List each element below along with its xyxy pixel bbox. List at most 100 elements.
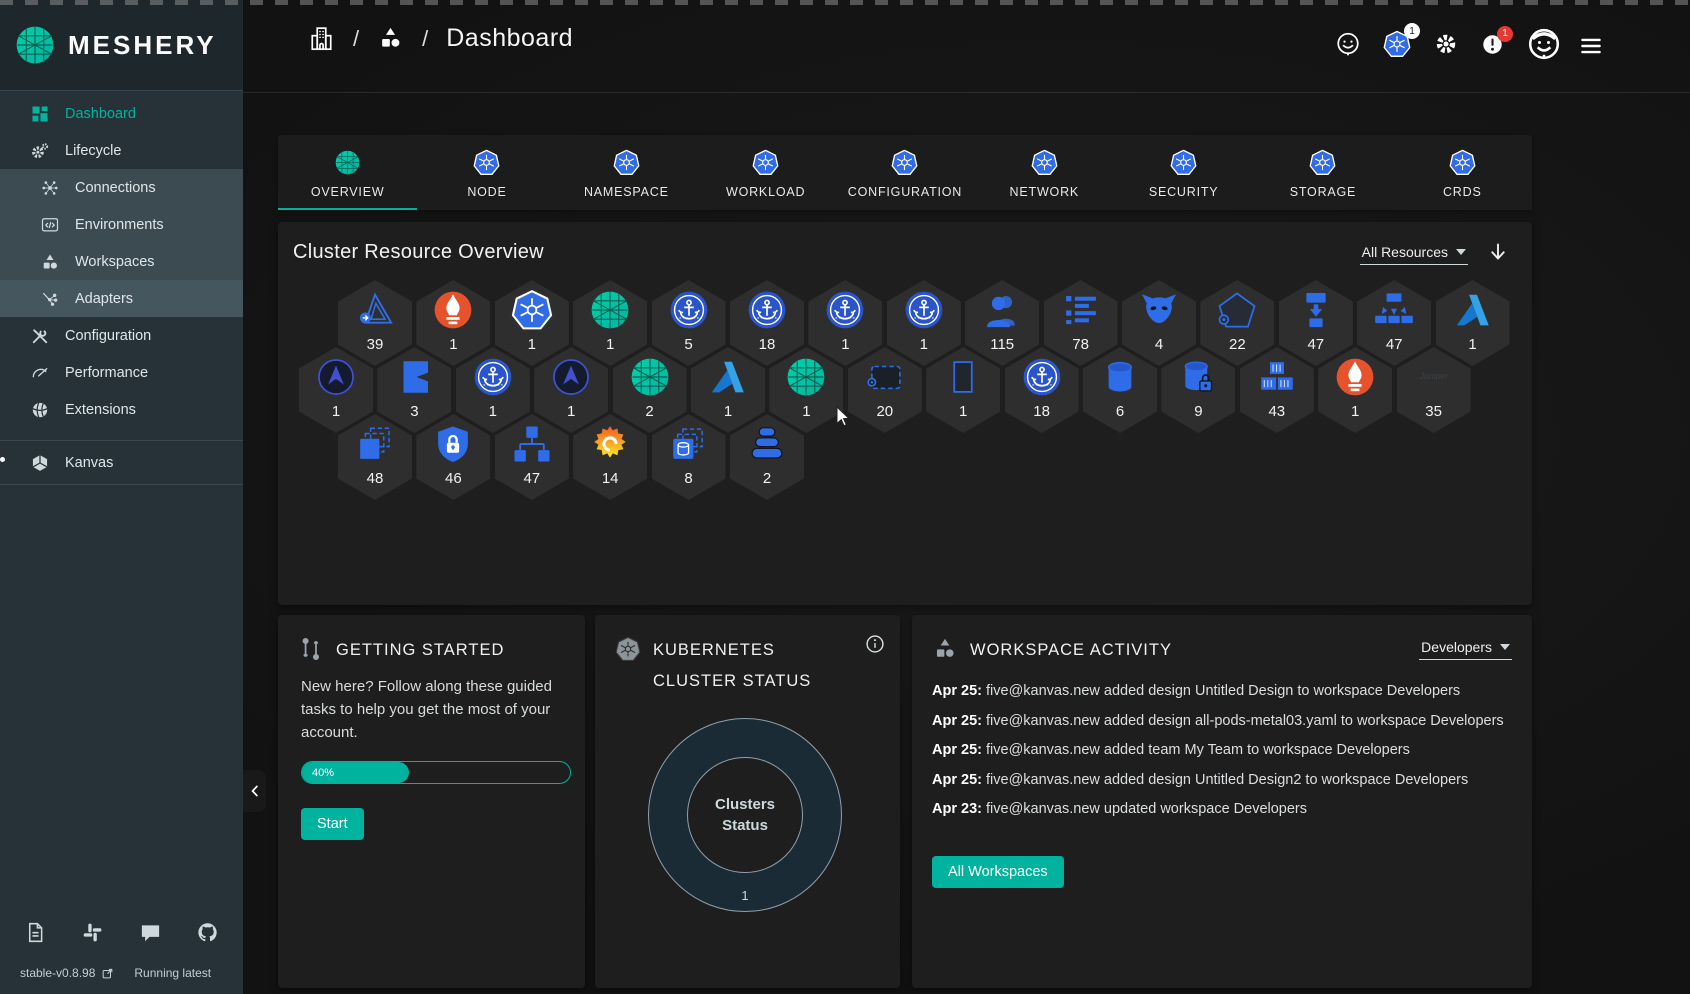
github-icon[interactable]: [196, 921, 219, 944]
resource-hex-containers[interactable]: 43: [1239, 347, 1314, 433]
resource-hex-meshery[interactable]: 1: [573, 280, 648, 366]
badge-count: 1: [1404, 23, 1420, 39]
tab-security[interactable]: SECURITY: [1114, 135, 1253, 210]
resource-hex-circle-arrow[interactable]: 1: [534, 347, 609, 433]
resource-hex-layers-cylinder[interactable]: 8: [651, 414, 726, 500]
sidebar-item-extensions[interactable]: Extensions: [0, 391, 243, 428]
tab-configuration[interactable]: CONFIGURATION: [835, 135, 974, 210]
resource-hex-disks-stack[interactable]: 2: [730, 414, 804, 500]
resource-hex-daemon[interactable]: 4: [1122, 280, 1196, 366]
meshy-assistant-button[interactable]: [1335, 31, 1361, 57]
kubernetes-icon: [891, 149, 918, 176]
tab-workload[interactable]: WORKLOAD: [696, 135, 835, 210]
resource-hex-fan-out[interactable]: 47: [1357, 280, 1432, 366]
tab-namespace[interactable]: NAMESPACE: [557, 135, 696, 210]
getting-started-body: New here? Follow along these guided task…: [301, 678, 552, 741]
resource-hex-cylinder-lock[interactable]: 9: [1161, 347, 1236, 433]
resource-count: 47: [523, 470, 541, 487]
resource-hex-kubernetes[interactable]: 1: [494, 280, 569, 366]
resource-hex-users[interactable]: 115: [965, 280, 1040, 366]
resource-hex-meshery[interactable]: 2: [612, 347, 687, 433]
resource-hex-dashed-rect[interactable]: 20: [847, 347, 922, 433]
resource-hex-shield-lock[interactable]: 46: [416, 414, 491, 500]
notifications-button[interactable]: 1: [1481, 25, 1513, 56]
card-title: KUBERNETES CLUSTER STATUS: [653, 641, 812, 690]
sidebar-item-connections[interactable]: Connections: [0, 169, 243, 206]
chat-icon[interactable]: [139, 921, 162, 944]
resource-hex-rect-outline[interactable]: 1: [926, 347, 1001, 433]
sidebar-item-lifecycle[interactable]: Lifecycle: [0, 132, 243, 169]
menu-button[interactable]: [1578, 33, 1604, 59]
resource-hex-pages-stack[interactable]: 48: [338, 414, 412, 500]
resource-hex-azure[interactable]: 1: [1435, 280, 1510, 366]
cluster-connection-button[interactable]: 1: [1383, 23, 1420, 58]
kubernetes-icon: [511, 289, 553, 331]
sidebar-item-performance[interactable]: Performance: [0, 354, 243, 391]
all-workspaces-button[interactable]: All Workspaces: [932, 856, 1064, 888]
resource-hex-cert-manager[interactable]: 1: [808, 280, 883, 366]
activity-text: five@kanvas.new updated workspace Develo…: [986, 801, 1308, 817]
tab-label: CRDS: [1442, 185, 1482, 199]
resource-hex-prometheus[interactable]: 1: [416, 280, 491, 366]
resource-hex-juniper[interactable]: Juniper NETWORKS 35: [1396, 347, 1471, 433]
progress-bar: 40%: [301, 761, 571, 784]
organization-icon[interactable]: [308, 25, 335, 52]
tab-node[interactable]: NODE: [417, 135, 556, 210]
resource-hex-square-left-arrow[interactable]: 3: [377, 347, 452, 433]
sidebar-item-adapters[interactable]: Adapters: [0, 280, 243, 317]
resource-hex-cylinder[interactable]: 6: [1083, 347, 1157, 433]
resource-count: 47: [1385, 336, 1403, 353]
resource-hex-azure[interactable]: 1: [691, 347, 765, 433]
external-link-icon[interactable]: [101, 967, 114, 980]
sidebar-item-kanvas[interactable]: Kanvas: [0, 444, 243, 481]
resource-hex-meshery[interactable]: 1: [769, 347, 844, 433]
resource-hex-cert-manager[interactable]: 1: [886, 280, 961, 366]
resource-tabs: OVERVIEW NODE NAMESPACE WORKLOAD CONFIGURATI…: [278, 135, 1532, 210]
sidebar-item-environments[interactable]: Environments: [0, 206, 243, 243]
workspace-filter-dropdown[interactable]: Developers: [1419, 639, 1512, 660]
start-button[interactable]: Start: [301, 808, 364, 840]
cert-manager-icon: [824, 289, 866, 331]
brand-name: MESHERY: [68, 29, 217, 60]
sidebar-item-workspaces[interactable]: Workspaces: [0, 243, 243, 280]
resource-hex-deploy-arrow[interactable]: 47: [1278, 280, 1353, 366]
resource-hex-cert-manager[interactable]: 1: [455, 347, 530, 433]
svg-text:NETWORKS: NETWORKS: [1420, 382, 1447, 386]
tab-storage[interactable]: STORAGE: [1253, 135, 1392, 210]
profile-button[interactable]: [1526, 26, 1562, 62]
resource-hex-cert-manager[interactable]: 18: [1004, 347, 1079, 433]
resource-hex-prometheus[interactable]: 1: [1318, 347, 1393, 433]
slack-icon[interactable]: [81, 921, 104, 944]
circle-arrow-icon: [550, 356, 592, 398]
resource-hex-cert-manager[interactable]: 5: [651, 280, 726, 366]
resource-hex-triangle-arrow[interactable]: 39: [338, 280, 412, 366]
tab-crds[interactable]: CRDS: [1393, 135, 1532, 210]
workspace-shapes-icon[interactable]: [377, 25, 404, 52]
settings-button[interactable]: [1433, 31, 1459, 57]
resource-hex-grafana[interactable]: 14: [573, 414, 648, 500]
download-icon[interactable]: [1486, 241, 1510, 265]
resource-hex-cert-manager[interactable]: 18: [730, 280, 804, 366]
resource-hex-list[interactable]: 78: [1043, 280, 1118, 366]
sidebar-item-configuration[interactable]: Configuration: [0, 317, 243, 354]
resource-hex-circle-arrow[interactable]: 1: [299, 347, 373, 433]
tab-network[interactable]: NETWORK: [975, 135, 1114, 210]
sidebar-item-dashboard[interactable]: Dashboard: [0, 95, 243, 132]
resource-count: 1: [606, 336, 615, 353]
tab-overview[interactable]: OVERVIEW: [278, 135, 418, 210]
version-label[interactable]: stable-v0.8.98: [20, 966, 96, 980]
brand-logo[interactable]: MESHERY: [0, 0, 243, 91]
all-resources-dropdown[interactable]: All Resources: [1359, 244, 1468, 265]
activity-item: Apr 25: five@kanvas.new added design Unt…: [932, 766, 1510, 796]
donut-segment-value: 1: [741, 888, 749, 903]
adapters-icon: [40, 289, 60, 309]
resource-hex-net-tree[interactable]: 47: [494, 414, 569, 500]
info-icon[interactable]: [864, 633, 886, 655]
clusters-status-donut-chart[interactable]: Clusters Status 1: [648, 718, 842, 912]
resource-hex-pentagon[interactable]: 22: [1200, 280, 1275, 366]
doc-icon[interactable]: [24, 921, 47, 944]
activity-list: Apr 25: five@kanvas.new added design Unt…: [932, 677, 1510, 825]
sidebar-collapse-button[interactable]: [243, 770, 266, 812]
